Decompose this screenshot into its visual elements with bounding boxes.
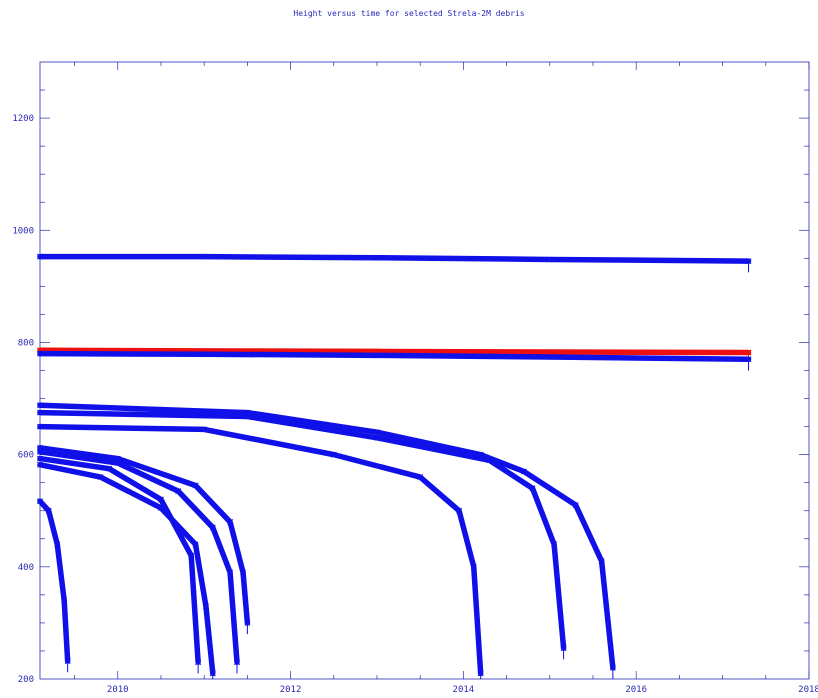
axis-tick-labels: 2010 2012 2014 2016 2018 200 400 600 800 1000 1200: [12, 114, 818, 695]
data-point: [227, 569, 234, 576]
data-point: [64, 658, 71, 665]
data-point: [745, 349, 752, 356]
data-point: [209, 670, 216, 677]
data-point: [470, 563, 477, 570]
data-point: [560, 645, 567, 652]
y-tick-label: 1200: [12, 114, 34, 124]
y-tick-label: 800: [18, 338, 34, 348]
data-point: [551, 541, 558, 548]
y-tick-label: 200: [18, 675, 34, 685]
data-point: [546, 354, 553, 361]
series-3: [37, 350, 752, 371]
x-tick-label: 2010: [107, 685, 129, 695]
axis-ticks: [40, 62, 810, 679]
data-point: [244, 409, 251, 416]
data-point: [114, 455, 121, 462]
data-point: [745, 356, 752, 363]
series-trace: [37, 402, 616, 671]
data-point: [37, 461, 43, 468]
data-point: [244, 619, 251, 626]
data-point: [37, 498, 43, 505]
data-point: [97, 474, 104, 481]
data-point: [175, 488, 182, 495]
data-point: [188, 552, 195, 559]
data-point: [45, 507, 52, 514]
series-9: [37, 423, 484, 679]
series-layer: [37, 253, 752, 679]
x-tick-label: 2018: [798, 685, 818, 695]
y-tick-label: 1000: [12, 226, 34, 236]
data-point: [201, 426, 208, 433]
data-point: [373, 254, 380, 261]
data-point: [477, 451, 484, 458]
y-tick-label: 400: [18, 563, 34, 573]
data-point: [240, 569, 247, 576]
data-point: [37, 444, 43, 451]
data-point: [477, 670, 484, 677]
data-point: [529, 485, 536, 492]
data-point: [598, 558, 605, 565]
data-point: [192, 482, 199, 489]
data-point: [61, 597, 68, 604]
series-2: [37, 347, 752, 364]
data-point: [417, 474, 424, 481]
series-8: [37, 444, 251, 635]
chart-title: Height versus time for selected Strela-2…: [293, 9, 525, 18]
x-tick-label: 2012: [280, 685, 302, 695]
series-trace: [37, 445, 251, 626]
x-tick-label: 2016: [625, 685, 647, 695]
data-point: [54, 541, 61, 548]
data-point: [373, 429, 380, 436]
data-point: [201, 253, 208, 260]
series-6: [37, 455, 202, 674]
data-point: [195, 659, 202, 666]
data-point: [37, 402, 43, 409]
series-trace: [37, 449, 240, 665]
data-point: [37, 423, 43, 430]
data-point: [572, 502, 579, 509]
data-point: [227, 518, 234, 525]
series-trace: [37, 253, 752, 264]
data-point: [201, 351, 208, 358]
data-point: [192, 541, 199, 548]
data-point: [209, 524, 216, 531]
data-point: [330, 451, 337, 458]
data-point: [234, 659, 240, 666]
data-point: [546, 349, 553, 355]
data-point: [106, 465, 113, 472]
data-point: [37, 350, 43, 357]
data-point: [373, 352, 380, 359]
series-11: [37, 402, 616, 679]
plot-frame: [39, 61, 810, 680]
data-point: [520, 468, 527, 475]
data-point: [37, 455, 43, 462]
data-point: [456, 507, 463, 514]
data-point: [546, 256, 553, 263]
series-trace: [37, 498, 71, 664]
data-point: [157, 496, 164, 503]
y-tick-label: 600: [18, 451, 34, 461]
series-4: [37, 498, 71, 673]
data-point: [202, 603, 209, 610]
data-point: [37, 409, 43, 416]
x-tick-label: 2014: [453, 685, 475, 695]
data-point: [373, 434, 380, 441]
series-1: [37, 253, 752, 273]
data-point: [37, 253, 43, 260]
data-point: [745, 258, 752, 265]
data-point: [609, 664, 616, 671]
